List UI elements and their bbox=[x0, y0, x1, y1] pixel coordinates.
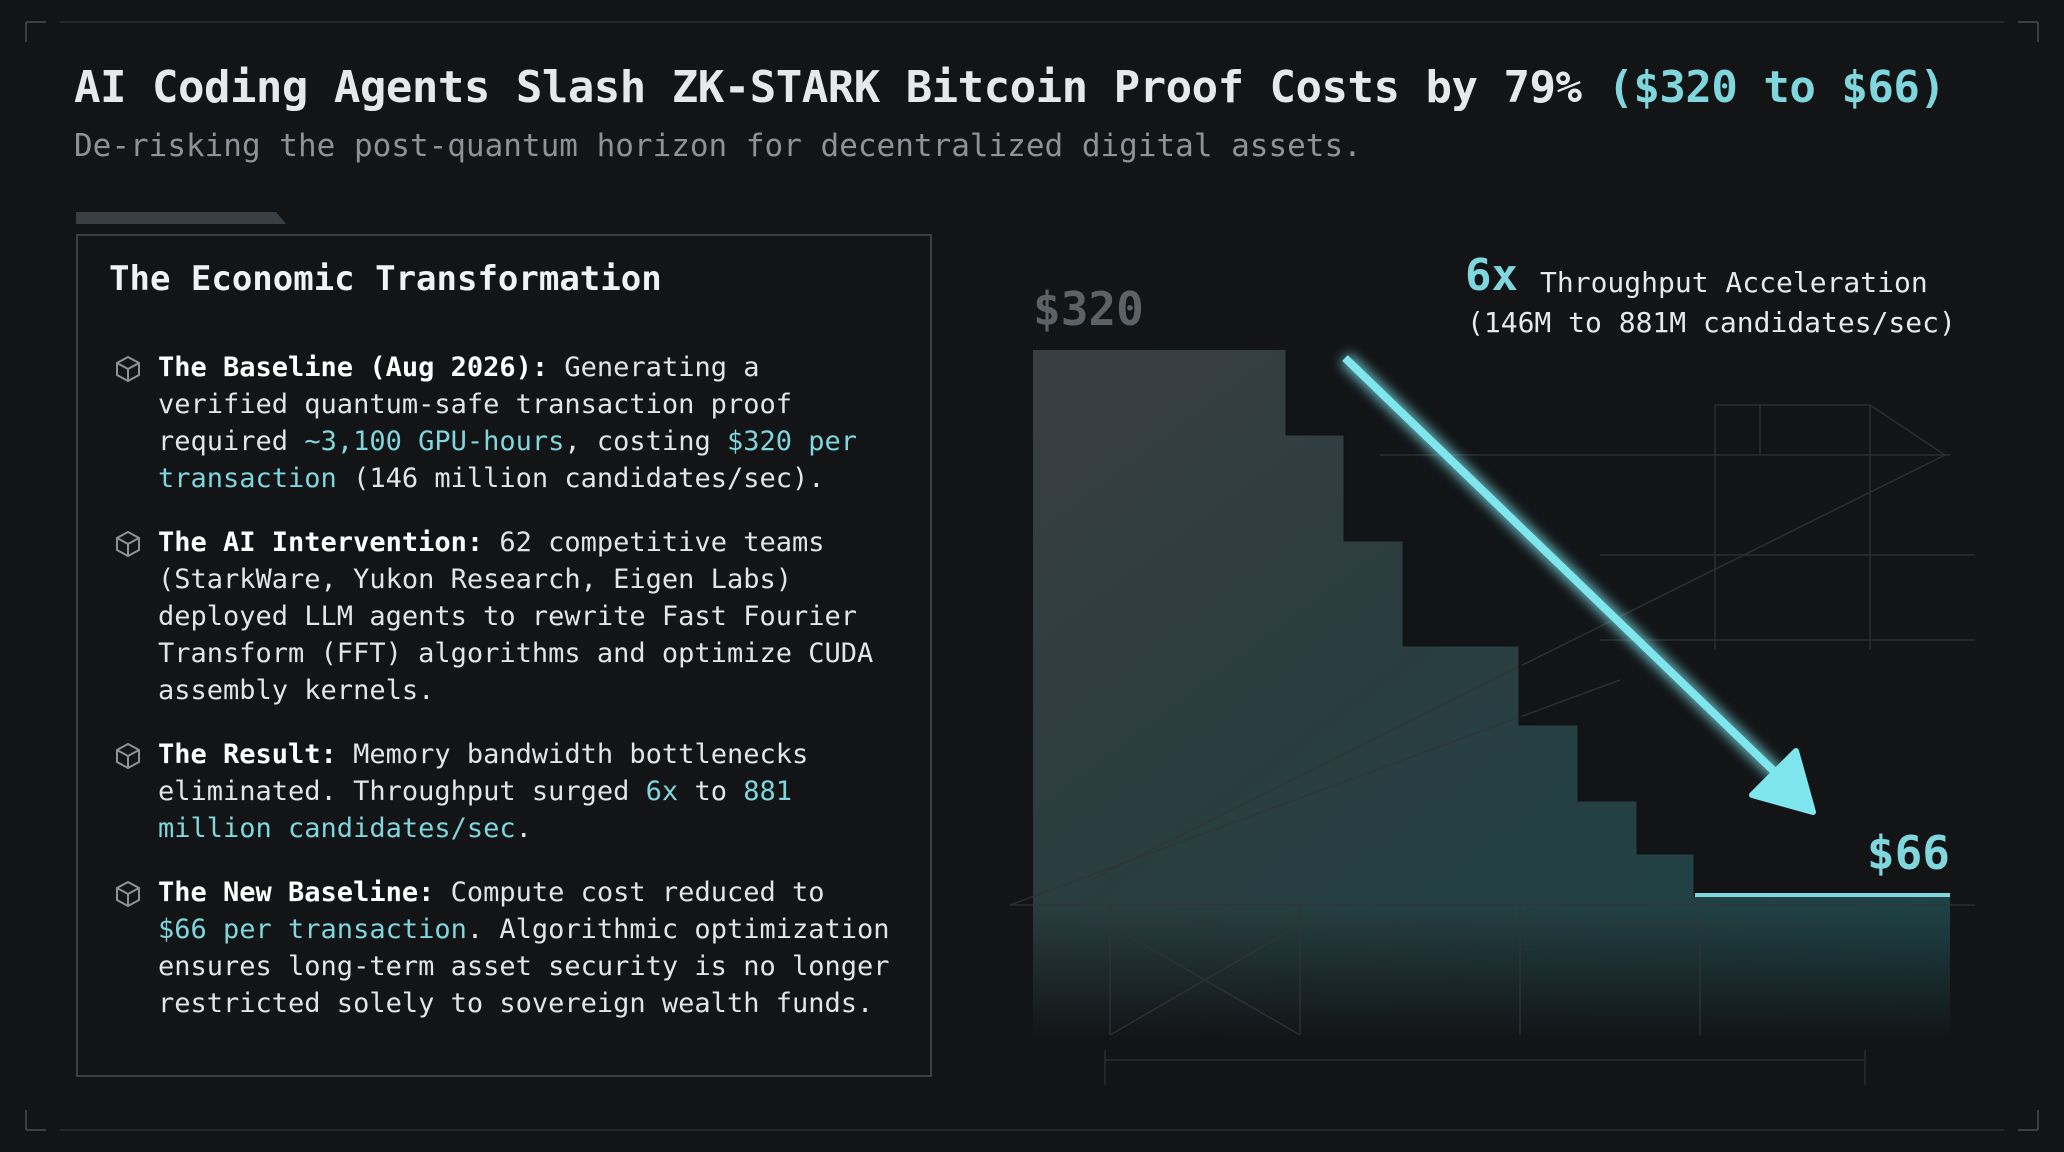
item: The New Baseline: Compute cost reduced t… bbox=[116, 874, 898, 1022]
item-label: The AI Intervention: bbox=[158, 527, 484, 558]
title: AI Coding Agents Slash ZK-STARK Bitcoin … bbox=[74, 62, 1946, 113]
highlight-text: 6x bbox=[645, 776, 679, 807]
highlight-text: 881 million candidates/sec bbox=[158, 776, 793, 844]
item-text: 62 competitive teams (StarkWare, Yukon R… bbox=[158, 527, 874, 706]
cube-icon bbox=[116, 742, 140, 770]
cube-icon bbox=[116, 355, 140, 383]
cube-icon bbox=[116, 530, 140, 558]
start-cost: $320 bbox=[1033, 282, 1144, 336]
highlight-text: $66 per transaction bbox=[158, 914, 467, 945]
panel-title: The Economic Transformation bbox=[109, 259, 662, 299]
item-label: The Baseline (Aug 2026): bbox=[158, 352, 549, 383]
item-text: (146 million candidates/sec). bbox=[353, 463, 825, 494]
title-highlight: ($320 to $66) bbox=[1607, 62, 1946, 113]
subtitle: De-risking the post-quantum horizon for … bbox=[74, 128, 1362, 164]
item-label: The Result: bbox=[158, 739, 337, 770]
callout-detail: (146M to 881M candidates/sec) bbox=[1467, 306, 1956, 339]
item-text: . Algorithmic optimization ensures long-… bbox=[158, 914, 890, 1019]
item-text: to bbox=[694, 776, 727, 807]
highlight-text: $320 per transaction bbox=[158, 426, 858, 494]
item: The Baseline (Aug 2026): Generating a ve… bbox=[116, 349, 898, 497]
item-text: Generating a verified quantum-safe trans… bbox=[158, 352, 792, 457]
item: The Result: Memory bandwidth bottlenecks… bbox=[116, 736, 898, 847]
title-text: AI Coding Agents Slash ZK-STARK Bitcoin … bbox=[74, 62, 1582, 113]
callout: Throughput Acceleration bbox=[1540, 266, 1928, 299]
multiplier: 6x bbox=[1465, 250, 1518, 301]
item-text: , costing bbox=[564, 426, 711, 457]
end-cost: $66 bbox=[1866, 826, 1950, 880]
item-label: The New Baseline: bbox=[158, 877, 435, 908]
item-text: . bbox=[515, 813, 532, 844]
cube-icon bbox=[116, 880, 140, 908]
panel bbox=[76, 234, 932, 1077]
highlight-text: ~3,100 GPU-hours bbox=[304, 426, 565, 457]
item-text: Memory bandwidth bottlenecks eliminated.… bbox=[158, 739, 809, 807]
item-text: Compute cost reduced to bbox=[450, 877, 825, 908]
item: The AI Intervention: 62 competitive team… bbox=[116, 524, 898, 709]
